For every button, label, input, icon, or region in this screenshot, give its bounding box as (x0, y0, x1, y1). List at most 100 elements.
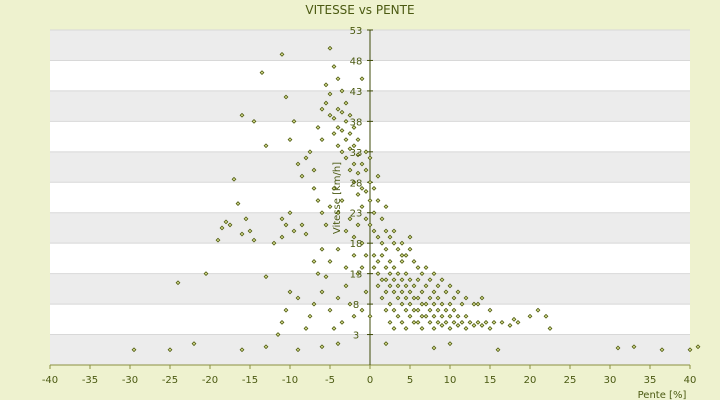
data-point (303, 231, 309, 237)
data-point (363, 252, 369, 258)
data-point (319, 344, 325, 350)
data-point (499, 319, 505, 325)
x-tick-label: -40 (42, 375, 58, 386)
data-point (367, 198, 373, 203)
data-point (343, 283, 349, 289)
data-point (359, 204, 365, 210)
data-point (415, 319, 421, 325)
data-point (391, 228, 397, 234)
data-point (131, 347, 137, 353)
x-tick-label: -10 (282, 375, 298, 386)
data-point (363, 149, 369, 155)
data-point (175, 280, 181, 286)
data-points (131, 45, 701, 353)
data-point (403, 295, 409, 301)
data-point (387, 283, 393, 289)
x-tick-label: 30 (604, 375, 617, 386)
data-point (327, 204, 333, 210)
data-point (459, 319, 465, 325)
data-point (371, 210, 377, 216)
data-point (411, 307, 417, 313)
data-point (359, 76, 365, 82)
data-point (527, 313, 533, 319)
data-point (247, 228, 253, 234)
data-point (319, 246, 325, 252)
data-point (475, 301, 481, 307)
data-point (287, 137, 293, 143)
data-point (355, 192, 361, 197)
y-tick-label: 53 (350, 26, 363, 37)
data-point (335, 341, 341, 347)
data-point (391, 326, 397, 331)
data-point (399, 319, 405, 325)
data-point (383, 341, 389, 347)
data-point (487, 326, 493, 331)
data-point (231, 176, 237, 182)
data-point (403, 307, 409, 313)
data-point (383, 307, 389, 313)
data-point (359, 185, 365, 191)
data-point (395, 295, 401, 301)
data-point (415, 307, 421, 313)
data-point (395, 283, 401, 289)
data-point (375, 173, 381, 179)
data-point (347, 167, 353, 173)
data-point (455, 313, 461, 319)
data-point (427, 319, 433, 325)
data-point (343, 118, 349, 124)
data-point (295, 295, 301, 301)
x-axis-label: Pente [%] (638, 390, 687, 400)
data-point (543, 313, 549, 319)
data-point (347, 301, 353, 307)
data-point (419, 326, 425, 331)
data-point (419, 271, 425, 277)
data-point (351, 143, 357, 149)
data-point (507, 323, 513, 328)
data-point (283, 222, 289, 228)
data-point (375, 259, 381, 264)
data-point (535, 307, 541, 313)
data-point (219, 225, 225, 231)
data-point (375, 234, 381, 240)
data-point (383, 204, 389, 210)
data-point (483, 319, 489, 325)
data-point (359, 307, 365, 313)
data-point (191, 341, 197, 347)
data-point (263, 143, 269, 149)
data-point (383, 246, 389, 252)
data-point (335, 295, 341, 301)
y-tick-label: 3 (353, 331, 359, 342)
data-point (631, 344, 637, 350)
data-point (371, 265, 377, 270)
data-point (291, 118, 297, 124)
x-tick-label: 35 (644, 375, 657, 386)
data-point (479, 295, 485, 301)
data-point (335, 106, 341, 112)
data-point (343, 137, 349, 143)
y-tick-label: 8 (353, 300, 359, 311)
data-point (343, 228, 349, 234)
data-point (379, 216, 385, 222)
data-point (315, 271, 321, 277)
data-point (327, 112, 333, 118)
data-point (435, 319, 441, 325)
data-point (407, 277, 413, 283)
data-point (495, 347, 501, 353)
data-point (387, 301, 393, 307)
data-point (439, 313, 445, 319)
data-point (363, 167, 369, 173)
data-point (443, 319, 449, 325)
data-point (399, 240, 405, 246)
data-point (311, 301, 317, 307)
data-point (251, 118, 257, 124)
data-point (695, 344, 701, 350)
data-point (407, 234, 413, 240)
data-point (511, 316, 517, 322)
data-point (399, 252, 405, 258)
data-point (343, 155, 349, 161)
data-point (339, 149, 345, 155)
data-point (363, 189, 369, 194)
data-point (379, 295, 385, 301)
data-point (463, 313, 469, 319)
